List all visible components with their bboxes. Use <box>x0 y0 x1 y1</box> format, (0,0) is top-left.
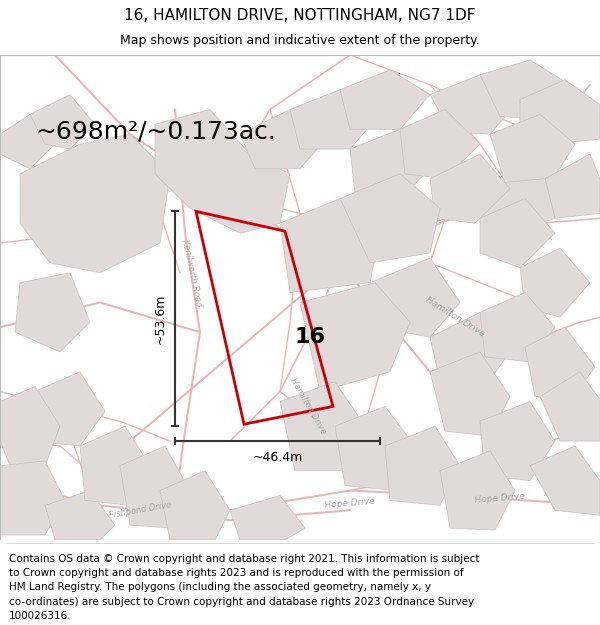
Text: to Crown copyright and database rights 2023 and is reproduced with the permissio: to Crown copyright and database rights 2… <box>9 569 464 579</box>
Text: ~46.4m: ~46.4m <box>253 451 302 464</box>
Polygon shape <box>525 328 595 401</box>
Polygon shape <box>35 372 105 446</box>
Polygon shape <box>480 292 555 362</box>
Polygon shape <box>430 312 510 387</box>
Polygon shape <box>120 446 190 528</box>
Polygon shape <box>440 451 515 530</box>
Polygon shape <box>480 199 555 268</box>
Text: Hamilton Drive: Hamilton Drive <box>424 296 486 339</box>
Polygon shape <box>340 70 430 129</box>
Polygon shape <box>480 179 555 233</box>
Polygon shape <box>15 272 90 352</box>
Polygon shape <box>155 109 290 233</box>
Polygon shape <box>160 471 230 540</box>
Polygon shape <box>300 282 410 391</box>
Polygon shape <box>350 129 435 199</box>
Text: Contains OS data © Crown copyright and database right 2021. This information is : Contains OS data © Crown copyright and d… <box>9 554 479 564</box>
Text: ~698m²/~0.173ac.: ~698m²/~0.173ac. <box>35 119 276 143</box>
Text: Fishpond Drive: Fishpond Drive <box>108 501 172 520</box>
Polygon shape <box>540 372 600 441</box>
Polygon shape <box>240 109 330 169</box>
Text: Map shows position and indicative extent of the property.: Map shows position and indicative extent… <box>120 34 480 48</box>
Polygon shape <box>520 80 600 144</box>
Polygon shape <box>0 387 60 466</box>
Polygon shape <box>480 60 570 119</box>
Text: HM Land Registry. The polygons (including the associated geometry, namely x, y: HM Land Registry. The polygons (includin… <box>9 582 431 592</box>
Polygon shape <box>520 248 590 318</box>
Polygon shape <box>20 134 170 272</box>
Polygon shape <box>290 89 380 149</box>
Polygon shape <box>480 401 555 481</box>
Polygon shape <box>370 258 460 337</box>
Text: Hamilton Drive: Hamilton Drive <box>289 377 328 436</box>
Text: 100026316.: 100026316. <box>9 611 71 621</box>
Polygon shape <box>80 426 150 506</box>
Text: 16, HAMILTON DRIVE, NOTTINGHAM, NG7 1DF: 16, HAMILTON DRIVE, NOTTINGHAM, NG7 1DF <box>124 8 476 23</box>
Polygon shape <box>280 199 380 292</box>
Polygon shape <box>530 446 600 515</box>
Polygon shape <box>0 114 55 169</box>
Polygon shape <box>280 382 365 471</box>
Text: co-ordinates) are subject to Crown copyright and database rights 2023 Ordnance S: co-ordinates) are subject to Crown copyr… <box>9 596 474 606</box>
Polygon shape <box>385 426 460 506</box>
Text: 16: 16 <box>295 327 325 347</box>
Polygon shape <box>30 94 95 149</box>
Polygon shape <box>430 75 520 134</box>
Text: Kenilworth Road: Kenilworth Road <box>181 238 203 308</box>
Polygon shape <box>430 352 510 436</box>
Polygon shape <box>490 114 575 184</box>
Text: ~53.6m: ~53.6m <box>154 294 167 344</box>
Polygon shape <box>430 154 510 223</box>
Polygon shape <box>545 154 600 218</box>
Polygon shape <box>230 496 305 540</box>
Polygon shape <box>45 491 115 540</box>
Polygon shape <box>400 109 480 179</box>
Text: Hope Drive: Hope Drive <box>325 497 376 510</box>
Polygon shape <box>0 461 65 535</box>
Text: Hope Drive: Hope Drive <box>475 492 526 505</box>
Polygon shape <box>335 406 415 491</box>
Polygon shape <box>340 174 440 263</box>
